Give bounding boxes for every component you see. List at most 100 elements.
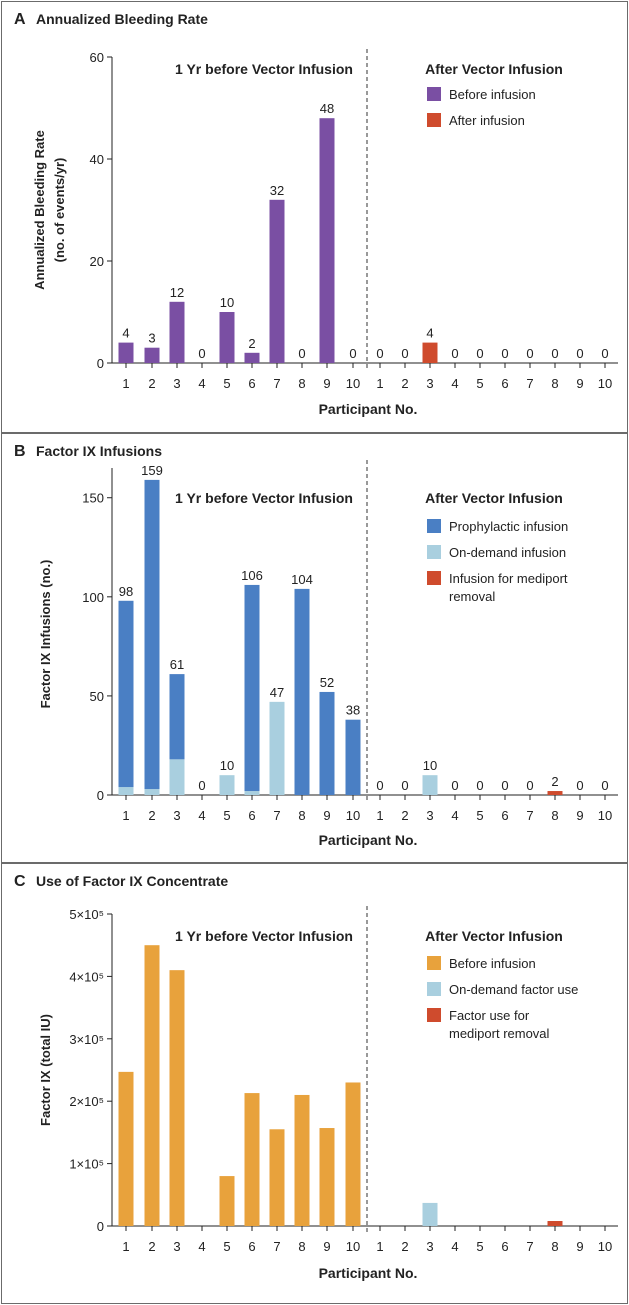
chart-title: Annualized Bleeding Rate: [36, 11, 208, 27]
data-label: 0: [526, 778, 533, 793]
bar-on-demand-participant-1: [118, 787, 134, 795]
x-tick-label: 10: [346, 376, 360, 391]
x-tick-label: 4: [451, 808, 458, 823]
y-tick-label: 1×10⁵: [69, 1157, 104, 1172]
x-tick-label: 6: [248, 1239, 255, 1254]
data-label: 4: [122, 326, 129, 341]
data-label: 104: [291, 572, 313, 587]
y-tick-label: 0: [97, 788, 104, 803]
x-tick-label: 5: [223, 376, 230, 391]
x-tick-label: 5: [476, 1239, 483, 1254]
y-axis-label: (no. of events/yr): [52, 158, 67, 263]
x-tick-label: 2: [401, 1239, 408, 1254]
x-tick-label: 8: [551, 808, 558, 823]
y-tick-label: 3×10⁵: [69, 1032, 104, 1047]
x-tick-label: 6: [248, 808, 255, 823]
x-tick-label: 5: [223, 808, 230, 823]
x-tick-label: 3: [173, 808, 180, 823]
bar-before-participant-6: [244, 352, 260, 363]
x-tick-label: 4: [451, 376, 458, 391]
x-tick-label: 7: [273, 1239, 280, 1254]
x-tick-label: 3: [173, 1239, 180, 1254]
legend-swatch: [427, 87, 441, 101]
data-label: 2: [248, 336, 255, 351]
y-tick-label: 2×10⁵: [69, 1094, 104, 1109]
bar-before-participant-3: [169, 970, 185, 1226]
x-tick-label: 2: [401, 376, 408, 391]
x-tick-label: 4: [198, 376, 205, 391]
bar-prophylactic-participant-9: [319, 691, 335, 795]
bar-on-demand-participant-6: [244, 791, 260, 795]
x-tick-label: 7: [526, 1239, 533, 1254]
data-label: 4: [426, 326, 433, 341]
data-label: 3: [148, 331, 155, 346]
data-label: 0: [451, 346, 458, 361]
y-tick-label: 60: [90, 50, 104, 65]
data-label: 32: [270, 183, 284, 198]
data-label: 0: [476, 778, 483, 793]
y-tick-label: 40: [90, 152, 104, 167]
panel-a-bleeding-rate: A Annualized Bleeding Rate 0 20 40 60 Annualiz…: [1, 1, 628, 433]
chart-c-svg: C Use of Factor IX Concentrate 0 1×10⁵ 2×10⁵…: [14, 873, 618, 1281]
bar-before-participant-9: [319, 118, 335, 363]
x-tick-label: 9: [576, 808, 583, 823]
x-tick-label: 4: [198, 808, 205, 823]
panel-c-factor-ix-concentrate: C Use of Factor IX Concentrate 0 1×10⁵ 2×10⁵…: [1, 863, 628, 1304]
x-tick-label: 3: [426, 808, 433, 823]
y-axis-label: Factor IX (total IU): [38, 1014, 53, 1126]
section-label-before: 1 Yr before Vector Infusion: [175, 928, 353, 944]
data-label: 10: [220, 295, 234, 310]
bar-on-demand-participant-3: [169, 759, 185, 795]
x-tick-label: 6: [501, 808, 508, 823]
data-label: 10: [423, 758, 437, 773]
x-tick-label: 8: [298, 1239, 305, 1254]
bar-before-participant-5: [219, 1176, 235, 1226]
x-tick-label: 7: [526, 376, 533, 391]
legend-swatch: [427, 519, 441, 533]
section-label-before: 1 Yr before Vector Infusion: [175, 490, 353, 506]
bar-before-participant-2: [144, 347, 160, 363]
x-tick-label: 4: [198, 1239, 205, 1254]
data-label: 0: [401, 346, 408, 361]
data-label: 48: [320, 101, 334, 116]
x-tick-label: 10: [346, 808, 360, 823]
bar-on-demand-participant-2: [144, 789, 160, 795]
data-label: 38: [346, 703, 360, 718]
panel-letter: C: [14, 873, 26, 890]
data-label: 0: [601, 778, 608, 793]
x-tick-label: 6: [248, 376, 255, 391]
bar-after-participant-3: [422, 342, 438, 363]
x-tick-label: 8: [551, 376, 558, 391]
data-label: 0: [551, 346, 558, 361]
legend-swatch: [427, 571, 441, 585]
y-tick-label: 150: [82, 491, 104, 506]
x-tick-label: 9: [576, 376, 583, 391]
x-axis-label: Participant No.: [319, 1265, 418, 1281]
bar-before-participant-8: [294, 1094, 310, 1226]
y-tick-label: 4×10⁵: [69, 969, 104, 984]
bar-on-demand-participant-5: [219, 775, 235, 795]
data-label: 0: [576, 346, 583, 361]
y-tick-label: 5×10⁵: [69, 907, 104, 922]
bar-prophylactic-participant-10: [345, 719, 361, 795]
legend-swatch: [427, 1008, 441, 1022]
y-tick-label: 100: [82, 590, 104, 605]
bar-before-participant-10: [345, 1082, 361, 1226]
x-tick-label: 9: [323, 808, 330, 823]
x-tick-label: 9: [323, 376, 330, 391]
x-tick-label: 8: [298, 808, 305, 823]
y-axis-label: Factor IX Infusions (no.): [38, 560, 53, 709]
bar-before-participant-2: [144, 945, 160, 1226]
y-axis-label: Annualized Bleeding Rate: [32, 130, 47, 290]
legend-label: Prophylactic infusion: [449, 519, 568, 534]
x-tick-label: 5: [476, 808, 483, 823]
x-tick-label: 7: [526, 808, 533, 823]
legend-label: On-demand infusion: [449, 545, 566, 560]
data-label: 0: [526, 346, 533, 361]
legend-swatch: [427, 113, 441, 127]
data-label: 0: [198, 346, 205, 361]
legend-label: Factor use for: [449, 1008, 530, 1023]
x-tick-label: 2: [148, 808, 155, 823]
